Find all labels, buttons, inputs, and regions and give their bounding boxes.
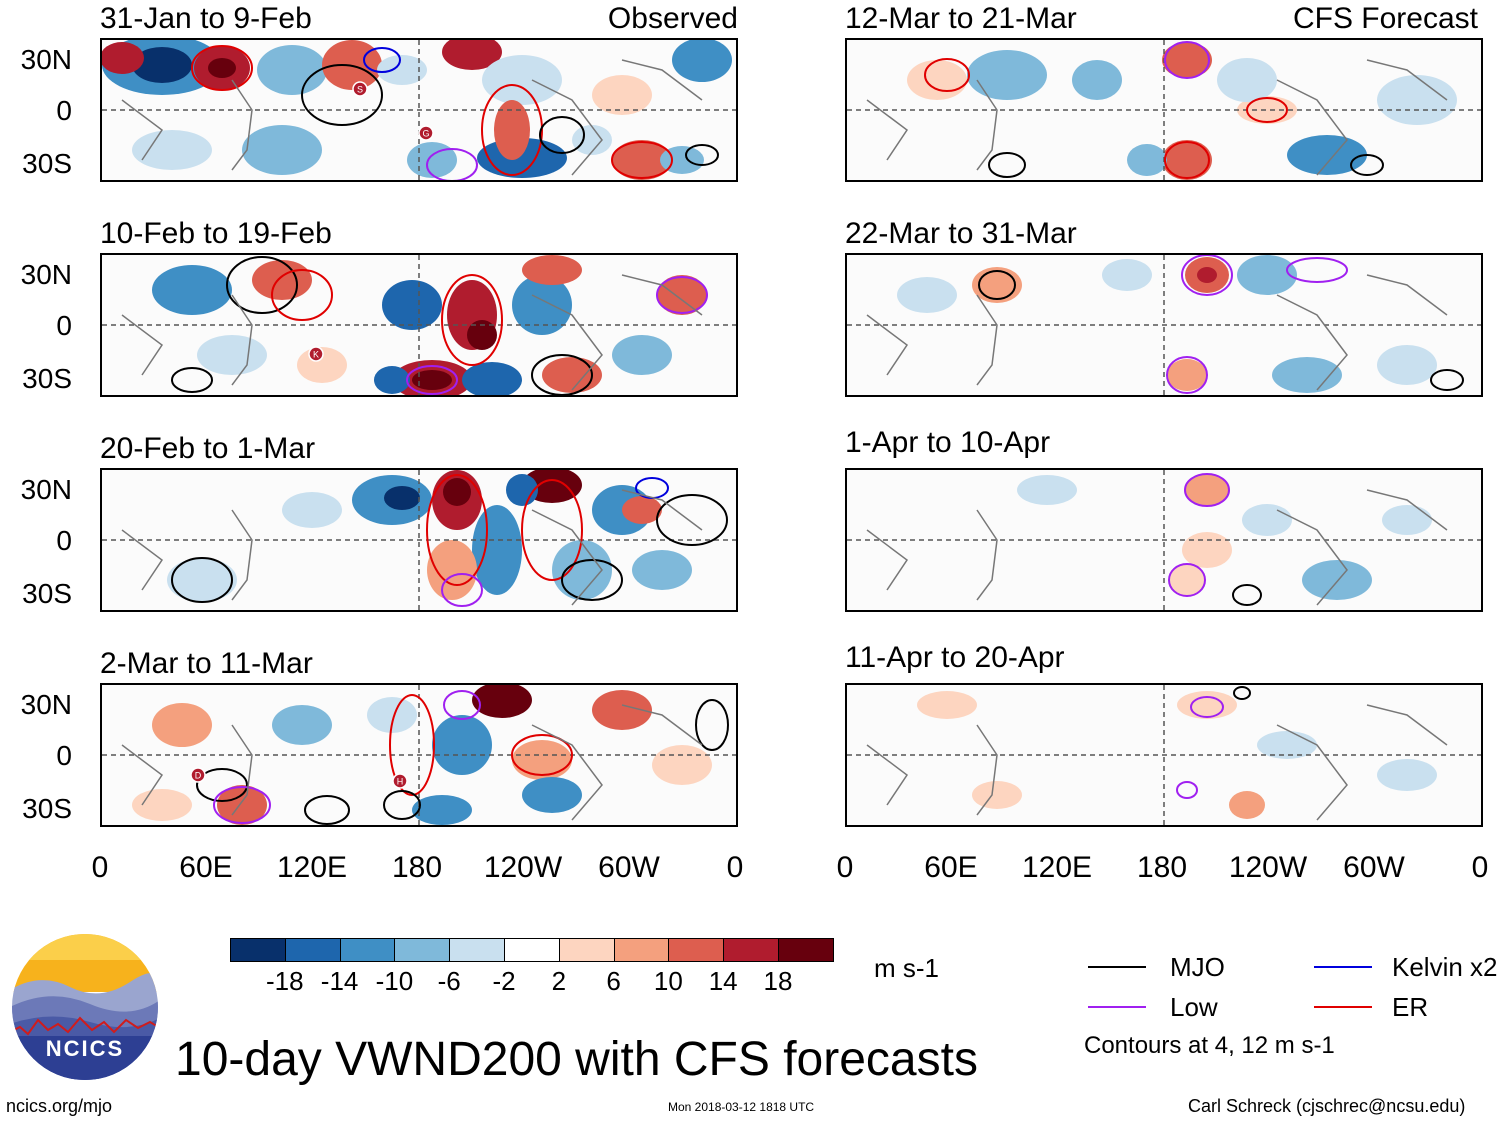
colorbar-tick-label: 6 — [606, 966, 621, 996]
panel-title: 2-Mar to 11-Mar — [100, 647, 313, 680]
colorbar-tick-label: -2 — [492, 966, 516, 996]
map-obs4 — [100, 683, 738, 827]
storm-letter: G — [422, 129, 429, 139]
map-obs1 — [100, 38, 738, 182]
lon-label: 0 — [1471, 851, 1489, 884]
colorbar-tick-label: -10 — [375, 966, 414, 996]
panel-title: 20-Feb to 1-Mar — [100, 432, 316, 465]
colorbar-swatch — [394, 938, 451, 962]
colorbar-tick-label: 2 — [551, 966, 567, 996]
lat-label: 30N — [20, 44, 72, 75]
footer-credit: Carl Schreck (cjschrec@ncsu.edu) — [1188, 1096, 1466, 1116]
colorbar-tick-label: 18 — [763, 966, 793, 996]
panel-tag-forecast: CFS Forecast — [1292, 2, 1478, 35]
map-fc3 — [845, 468, 1483, 612]
panel-title: 10-Feb to 19-Feb — [100, 217, 332, 250]
footer-timestamp: Mon 2018-03-12 1818 UTC — [668, 1100, 815, 1114]
lat-label: 0 — [56, 310, 72, 341]
panel-title: 31-Jan to 9-Feb — [100, 2, 312, 35]
lon-label: 60E — [924, 851, 978, 884]
legend-swatch-mjo — [1088, 966, 1146, 968]
legend-label-er: ER — [1392, 992, 1429, 1022]
storm-marker-s: S — [352, 81, 368, 97]
lon-label: 120W — [1228, 851, 1308, 884]
field-obs1 — [102, 40, 736, 180]
field-fc2 — [847, 255, 1481, 395]
lat-label: 0 — [56, 95, 72, 126]
storm-marker-d: D — [190, 767, 206, 783]
page-title: 10-day VWND200 with CFS forecasts — [175, 1033, 978, 1086]
legend-label-kelvin: Kelvin x2 — [1392, 952, 1498, 982]
lat-label: 30S — [22, 793, 72, 824]
footer-url[interactable]: ncics.org/mjo — [6, 1096, 113, 1116]
field-fc4 — [847, 685, 1481, 825]
storm-letter: H — [397, 777, 404, 787]
legend-swatch-kelvin — [1314, 966, 1372, 968]
storm-letter: S — [357, 85, 363, 95]
legend-label-low: Low — [1170, 992, 1218, 1022]
map-fc2 — [845, 253, 1483, 397]
legend-swatch-er — [1314, 1006, 1372, 1008]
legend-swatch-low — [1088, 1006, 1146, 1008]
storm-letter: D — [195, 771, 202, 781]
lon-label: 60W — [1343, 851, 1405, 884]
colorbar-tick-label: 14 — [708, 966, 738, 996]
field-obs2 — [102, 255, 736, 395]
colorbar-tick-label: 10 — [653, 966, 683, 996]
colorbar-swatch — [723, 938, 779, 962]
colorbar-swatch — [668, 938, 725, 962]
lat-label: 30N — [20, 259, 72, 290]
colorbar-swatch — [504, 938, 560, 962]
lon-label: 120E — [276, 851, 348, 884]
lat-label: 30N — [20, 474, 72, 505]
colorbar-swatch — [558, 938, 615, 962]
panel-title: 12-Mar to 21-Mar — [845, 2, 1077, 35]
field-obs3 — [102, 470, 736, 610]
lon-label: 60E — [179, 851, 233, 884]
field-fc1 — [847, 40, 1481, 180]
storm-marker-g: G — [418, 125, 434, 141]
lat-label: 30N — [20, 689, 72, 720]
legend-label-mjo: MJO — [1170, 952, 1225, 982]
storm-letter: K — [313, 350, 319, 360]
lat-label: 30S — [22, 148, 72, 179]
panel-title: 22-Mar to 31-Mar — [845, 217, 1077, 250]
lon-label: 180 — [1136, 851, 1188, 884]
panel-title: 11-Apr to 20-Apr — [845, 641, 1065, 674]
panel-tag-observed: Observed — [607, 2, 738, 35]
colorbar-swatch — [778, 938, 834, 962]
colorbar-tick-label: -14 — [320, 966, 359, 996]
lon-label: 0 — [836, 851, 854, 884]
lon-label: 180 — [391, 851, 443, 884]
map-fc1 — [845, 38, 1483, 182]
map-obs2 — [100, 253, 738, 397]
colorbar-swatch — [230, 938, 286, 962]
field-fc3 — [847, 470, 1481, 610]
storm-marker-k: K — [308, 346, 324, 362]
lon-label: 0 — [91, 851, 109, 884]
map-fc4 — [845, 683, 1483, 827]
storm-marker-h: H — [392, 773, 408, 789]
colorbar-swatch — [284, 938, 341, 962]
lon-label: 0 — [726, 851, 744, 884]
legend-note: Contours at 4, 12 m s-1 — [1084, 1032, 1335, 1059]
lon-label: 60W — [598, 851, 660, 884]
colorbar-swatch — [339, 938, 396, 962]
lon-label: 120W — [483, 851, 563, 884]
map-obs3 — [100, 468, 738, 612]
lat-label: 0 — [56, 740, 72, 771]
colorbar-tick-label: -18 — [266, 966, 304, 996]
colorbar-tick-label: -6 — [437, 966, 461, 996]
lat-label: 0 — [56, 525, 72, 556]
lat-label: 30S — [22, 363, 72, 394]
colorbar-swatch — [449, 938, 505, 962]
lon-label: 120E — [1021, 851, 1093, 884]
lat-label: 30S — [22, 578, 72, 609]
panel-title: 1-Apr to 10-Apr — [845, 426, 1051, 459]
colorbar-units: m s-1 — [874, 953, 939, 983]
ncics-logo: NCICS — [12, 934, 158, 1080]
logo-text: NCICS — [46, 1036, 124, 1061]
field-obs4 — [102, 685, 736, 825]
colorbar-swatch — [613, 938, 670, 962]
